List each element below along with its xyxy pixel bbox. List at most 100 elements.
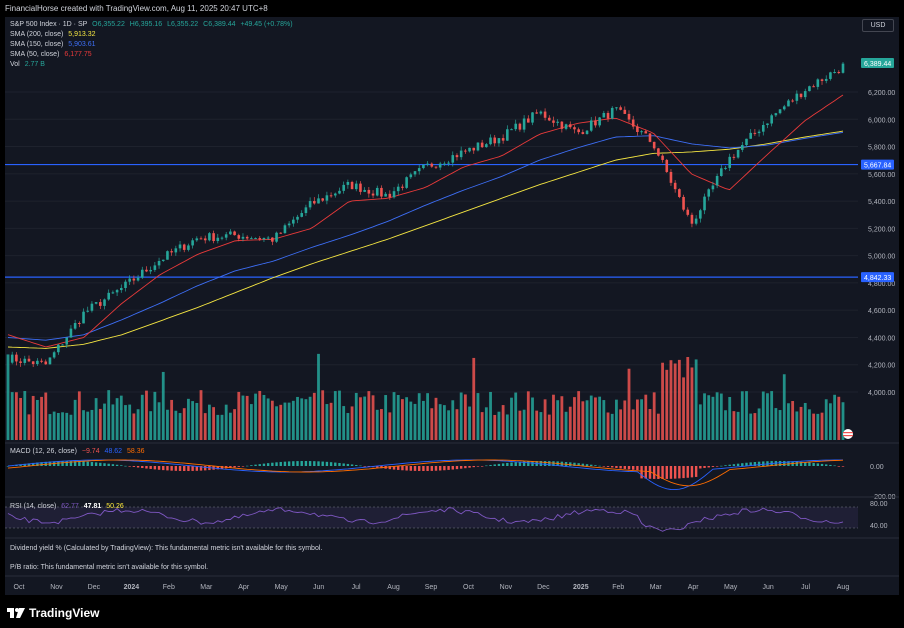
candle-body	[657, 148, 660, 156]
macd-histogram-bar	[275, 462, 278, 466]
macd-histogram-bar	[166, 466, 169, 471]
volume-bar	[140, 394, 144, 440]
symbol-name: S&P 500 Index · 1D · SP	[10, 21, 88, 28]
legend-sma150[interactable]: SMA (150, close) 5,903.61	[10, 41, 96, 48]
volume-bar	[275, 406, 278, 440]
macd-histogram-bar	[57, 461, 60, 466]
candle-body	[107, 292, 111, 300]
volume-bar	[640, 399, 643, 440]
volume-bar	[228, 412, 232, 440]
macd-histogram-bar	[837, 466, 841, 467]
volume-bar	[111, 404, 115, 440]
brand-name: TradingView	[29, 606, 100, 620]
macd-histogram-bar	[518, 461, 522, 466]
candle-body	[388, 193, 392, 198]
x-axis-label: Dec	[88, 584, 101, 591]
legend-sma200[interactable]: SMA (200, close) 5,913.32	[10, 31, 96, 38]
candle-body	[359, 183, 362, 192]
macd-histogram-bar	[720, 465, 723, 467]
candle-body	[833, 71, 836, 73]
candle-body	[363, 189, 366, 192]
macd-histogram-bar	[594, 465, 597, 466]
macd-histogram-bar	[619, 466, 622, 469]
candle-body	[224, 234, 228, 238]
candle-body	[220, 237, 224, 239]
candle-body	[405, 177, 408, 188]
rsi-legend[interactable]: RSI (14, close) 62.77 47.81 50.26	[10, 503, 124, 510]
macd-histogram-bar	[703, 466, 706, 468]
candle-body	[292, 219, 295, 224]
volume-bar	[333, 391, 337, 440]
macd-axis-label: 0.00	[870, 464, 884, 471]
macd-histogram-bar	[342, 463, 345, 466]
volume-bar	[719, 393, 723, 440]
macd-histogram-bar	[690, 466, 694, 478]
last-price-badge: 6,389.44	[864, 61, 891, 68]
macd-histogram-bar	[392, 466, 396, 470]
macd-histogram-bar	[434, 466, 438, 471]
candle-body	[90, 303, 94, 311]
candle-body	[686, 209, 690, 215]
macd-histogram-bar	[543, 461, 547, 466]
candle-body	[308, 201, 312, 208]
volume-bar	[476, 393, 480, 440]
volume-bar	[761, 391, 765, 440]
candle-body	[795, 93, 799, 101]
candle-body	[136, 277, 140, 281]
macd-histogram-bar	[506, 462, 509, 466]
candle-body	[812, 86, 815, 88]
volume-bar	[220, 414, 224, 440]
candle-body	[560, 121, 564, 129]
x-axis-label: Sep	[425, 584, 438, 591]
volume-bar	[468, 406, 471, 440]
rsi-axis-label: 80.00	[870, 501, 888, 508]
candle-body	[761, 124, 765, 132]
candle-body	[434, 166, 438, 168]
macd-histogram-bar	[459, 466, 463, 469]
volume-bar	[745, 391, 748, 440]
volume-bar	[296, 396, 299, 440]
candle-body	[409, 174, 413, 178]
candle-body	[199, 238, 203, 240]
candle-body	[149, 269, 152, 272]
macd-histogram-bar	[73, 461, 77, 466]
candle-body	[10, 354, 14, 363]
us-flag-stripe	[843, 435, 853, 437]
volume-bar	[182, 408, 186, 440]
volume-bar	[31, 395, 35, 440]
volume-bar	[526, 391, 530, 440]
candle-body	[140, 269, 144, 278]
macd-histogram-bar	[426, 466, 429, 471]
macd-histogram-bar	[317, 461, 320, 466]
legend-sma50[interactable]: SMA (50, close) 6,177.75	[10, 51, 92, 58]
candle-body	[119, 287, 123, 291]
candle-body	[489, 137, 492, 145]
candle-body	[157, 260, 161, 266]
macd-histogram-bar	[783, 461, 786, 466]
candle-body	[736, 149, 740, 158]
macd-histogram-bar	[753, 461, 757, 466]
volume-bar	[422, 400, 425, 440]
candle-body	[15, 354, 18, 362]
level-high-badge: 5,667.84	[864, 163, 891, 170]
symbol-legend[interactable]: S&P 500 Index · 1D · SP O6,355.22 H6,395…	[10, 21, 293, 28]
tradingview-logo[interactable]: TradingView	[7, 606, 99, 620]
volume-bar	[128, 404, 132, 440]
macd-histogram-bar	[413, 466, 417, 471]
candle-body	[65, 337, 69, 345]
candle-body	[451, 155, 455, 163]
candle-body	[73, 322, 77, 329]
candle-body	[153, 265, 157, 270]
macd-histogram-bar	[438, 466, 442, 471]
volume-bar	[279, 404, 283, 440]
macd-legend[interactable]: MACD (12, 26, close) −9.74 48.62 58.36	[10, 448, 145, 455]
macd-histogram-bar	[397, 466, 400, 470]
macd-histogram-bar	[623, 466, 627, 469]
candle-body	[464, 150, 467, 152]
currency-button[interactable]: USD	[862, 19, 894, 32]
candle-body	[350, 181, 354, 190]
price-axis-label: 4,800.00	[868, 281, 895, 288]
volume-bar	[90, 409, 94, 440]
legend-volume[interactable]: Vol 2.77 B	[10, 61, 45, 68]
